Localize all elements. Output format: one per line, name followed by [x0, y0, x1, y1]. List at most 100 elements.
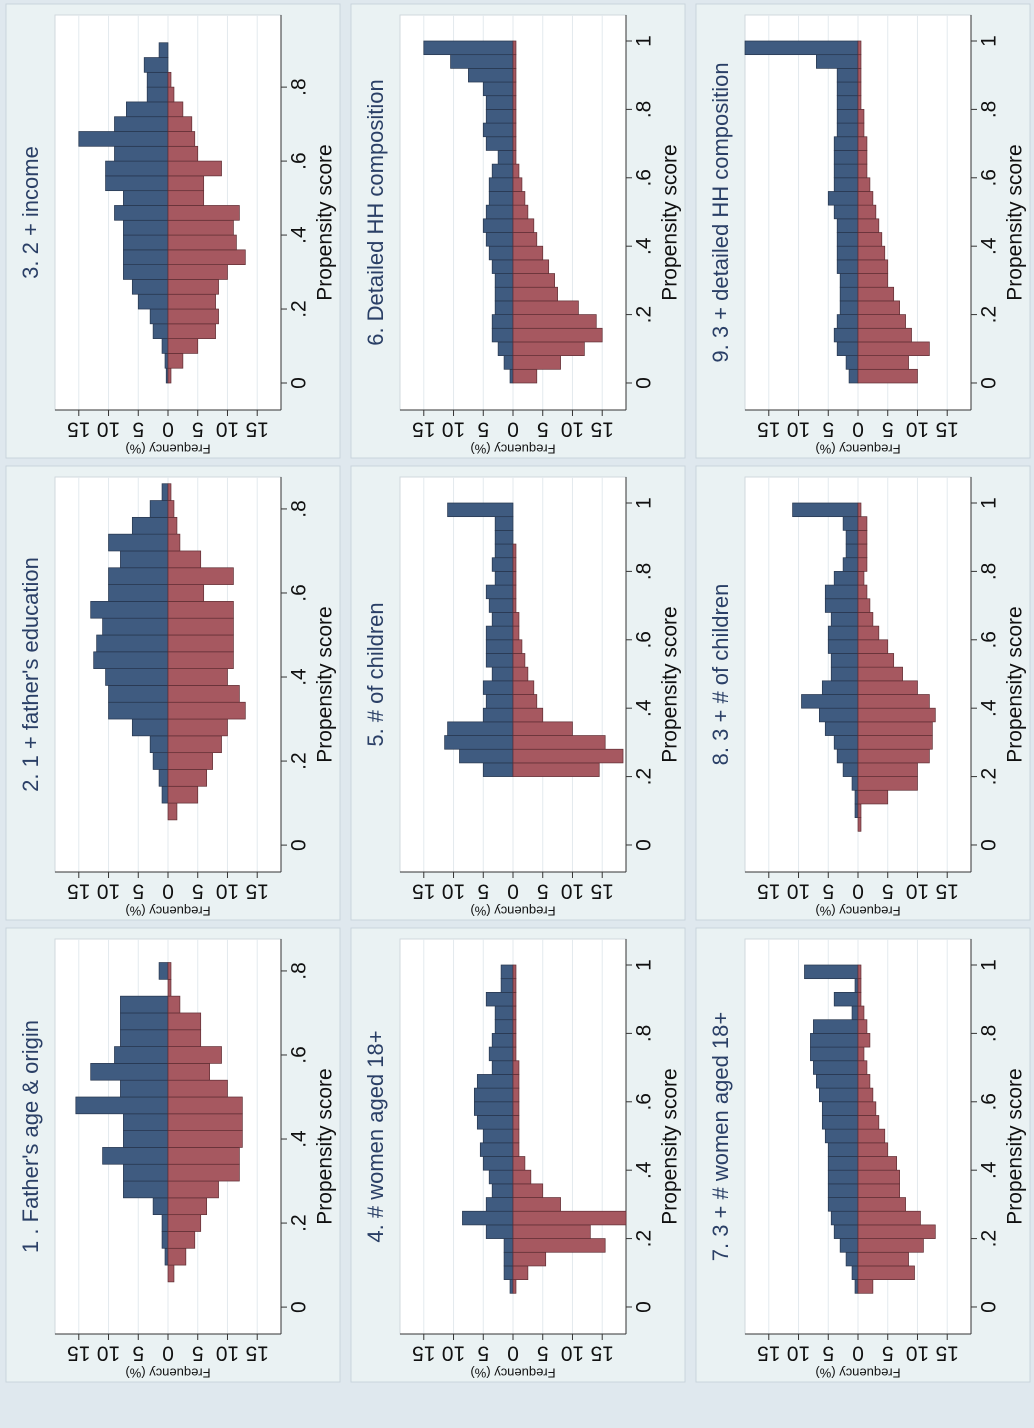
y-tick-label: 10 [97, 1341, 120, 1364]
bar [114, 116, 169, 132]
bar [857, 748, 930, 764]
bar [810, 1033, 859, 1048]
bar [827, 1183, 859, 1198]
bar [123, 1130, 169, 1148]
y-tick-label: 15 [591, 1341, 614, 1364]
bar [105, 175, 169, 192]
x-tick-label: .8 [288, 962, 311, 980]
panel-title: 7. 3 + # women aged 18+ [708, 1012, 733, 1262]
bar [114, 205, 169, 221]
x-tick-label: .6 [633, 631, 656, 649]
bar [167, 718, 228, 737]
y-tick-label: 5 [882, 417, 894, 440]
bar [857, 992, 862, 1007]
bar [857, 68, 862, 83]
y-tick-label: 5 [537, 879, 549, 902]
y-tick-label: 10 [216, 417, 239, 440]
bar [75, 1096, 169, 1115]
bar [836, 109, 859, 124]
panel-title: 3. 2 + income [18, 146, 43, 279]
bar [857, 735, 933, 750]
bar [857, 817, 862, 832]
bar [167, 617, 234, 636]
bar [512, 1115, 520, 1130]
bar [512, 232, 538, 247]
bar [810, 1046, 859, 1062]
bar [512, 721, 573, 736]
bar [512, 1005, 517, 1021]
bar [857, 707, 936, 723]
bar [512, 259, 550, 274]
y-tick-label: 10 [561, 417, 584, 440]
bar [167, 264, 228, 280]
bar [512, 707, 544, 723]
bar [167, 567, 234, 585]
bar [494, 1019, 514, 1034]
bar [143, 57, 169, 73]
bar [851, 776, 859, 791]
bar [108, 701, 169, 720]
bar [482, 680, 514, 695]
x-tick-label: .2 [978, 768, 1001, 786]
x-axis-title: Propensity score [659, 1068, 682, 1224]
bar [827, 1169, 859, 1185]
x-tick-label: .2 [288, 300, 311, 318]
bar [857, 1074, 871, 1089]
bar [857, 136, 868, 151]
bar [857, 1115, 880, 1130]
bar [485, 1224, 514, 1239]
bar [78, 131, 169, 147]
bar [167, 234, 237, 251]
x-tick-label: .6 [288, 584, 311, 602]
bar [167, 601, 234, 619]
bar [167, 145, 199, 162]
bar [137, 293, 169, 310]
bar [857, 54, 862, 69]
bar [512, 314, 597, 329]
bar [152, 323, 169, 339]
y-tick-label: 5 [477, 417, 489, 440]
bar [488, 245, 514, 261]
x-tick-label: .4 [633, 699, 656, 717]
bar [857, 355, 909, 370]
bar [512, 136, 517, 151]
y-axis-title: Frequency (%) [815, 904, 900, 919]
x-tick-label: .2 [978, 306, 1001, 324]
bar [833, 327, 859, 343]
bar [816, 54, 859, 69]
y-tick-label: 15 [67, 417, 90, 440]
bar [857, 1224, 936, 1239]
bar [512, 1019, 517, 1034]
bar [491, 259, 514, 274]
bar [476, 1115, 514, 1130]
bar [167, 1079, 228, 1098]
bar [512, 1033, 517, 1048]
x-tick-label: 1 [633, 35, 656, 47]
y-axis-title: Frequency (%) [125, 904, 210, 919]
y-tick-label: 10 [906, 417, 929, 440]
y-tick-label: 10 [216, 1341, 239, 1364]
bar [830, 653, 859, 668]
bar [830, 1210, 859, 1226]
bar [485, 95, 514, 110]
bar [462, 1210, 514, 1226]
bar [827, 1156, 859, 1171]
bar [164, 353, 169, 369]
x-tick-label: .2 [288, 752, 311, 770]
bar [491, 163, 514, 179]
bar [123, 1180, 169, 1199]
x-tick-label: .8 [633, 563, 656, 581]
bar [821, 1101, 859, 1116]
bar [842, 516, 859, 531]
bar [857, 557, 868, 572]
y-tick-label: 10 [561, 1341, 584, 1364]
bar [512, 341, 585, 356]
y-tick-label: 5 [822, 417, 834, 440]
bar [512, 40, 517, 56]
bar [857, 95, 862, 110]
bar [509, 368, 514, 384]
bar [845, 543, 859, 559]
bar [96, 634, 169, 653]
bar [839, 286, 859, 302]
